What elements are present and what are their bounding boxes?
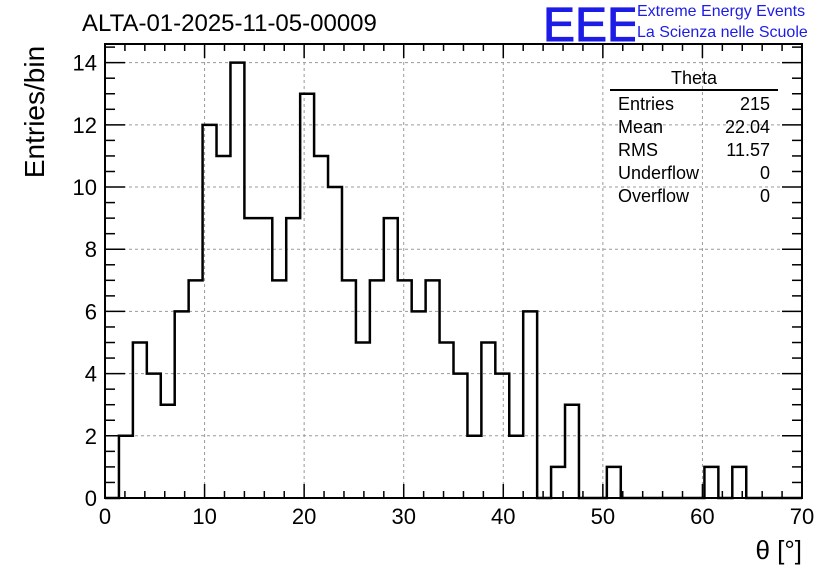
histogram-bin <box>384 218 398 498</box>
histogram-bin <box>189 280 203 498</box>
histogram-bin <box>440 343 454 498</box>
y-tick-label: 2 <box>85 424 97 449</box>
histogram-bin <box>467 436 481 498</box>
histogram-bin <box>272 280 286 498</box>
stats-label: Underflow <box>618 163 700 183</box>
stats-value: 215 <box>739 94 770 114</box>
stats-row-rms: RMS 11.57 <box>610 139 778 162</box>
x-tick-label: 50 <box>591 504 615 529</box>
histogram-bin <box>328 187 342 498</box>
stats-label: Overflow <box>618 186 690 206</box>
y-axis-title: Entries/bin <box>19 45 50 179</box>
histogram-bin <box>258 218 272 498</box>
eee-logo: EEE <box>543 0 635 44</box>
x-tick-label: 20 <box>292 504 316 529</box>
stats-value: 0 <box>759 163 770 183</box>
histogram-bin <box>481 343 495 498</box>
plot-frame <box>104 43 803 499</box>
stats-row-underflow: Underflow 0 <box>610 162 778 185</box>
histogram-bin <box>565 405 579 498</box>
eee-logo-text: EEE <box>543 0 635 44</box>
stats-row-mean: Mean 22.04 <box>610 116 778 139</box>
histogram-bin <box>175 311 189 498</box>
histogram-bin <box>217 156 231 498</box>
histogram-bin <box>509 436 523 498</box>
stats-label: Mean <box>618 117 664 137</box>
histogram-bin <box>370 280 384 498</box>
tick-labels: 0 10 20 30 40 50 60 70 0 2 4 6 8 10 12 14 <box>73 51 815 529</box>
y-tick-label: 10 <box>73 175 97 200</box>
y-tick-label: 6 <box>85 299 97 324</box>
histogram-bin <box>300 94 314 498</box>
histogram-bin <box>607 467 621 498</box>
histogram-bin <box>426 280 440 498</box>
histogram-bin <box>412 311 426 498</box>
histogram-bin <box>704 467 718 498</box>
histogram-bin <box>230 63 244 498</box>
y-tick-label: 12 <box>73 113 97 138</box>
histogram-bin <box>342 280 356 498</box>
histogram-bin <box>133 343 147 498</box>
stats-title: Theta <box>610 68 778 91</box>
run-title: ALTA-01-2025-11-05-00009 <box>82 10 377 37</box>
histogram-bin <box>523 311 537 498</box>
histogram-bin <box>244 218 258 498</box>
histogram-bin <box>356 343 370 498</box>
stats-label: Entries <box>618 94 675 114</box>
histogram-bin <box>732 467 746 498</box>
stats-label: RMS <box>618 140 658 160</box>
x-tick-label: 60 <box>690 504 714 529</box>
x-tick-label: 70 <box>790 504 814 529</box>
logo-caption-line2: La Scienza nelle Scuole <box>637 24 808 41</box>
histogram-bin <box>161 405 175 498</box>
x-axis-title: θ [°] <box>755 535 802 565</box>
x-tick-label: 40 <box>491 504 515 529</box>
histogram-bin <box>286 218 300 498</box>
axis-ticks <box>104 44 803 499</box>
y-tick-label: 8 <box>85 237 97 262</box>
y-tick-label: 4 <box>85 362 97 387</box>
stats-box: Theta Entries 215 Mean 22.04 RMS 11.57 U… <box>610 68 778 208</box>
x-tick-label: 30 <box>391 504 415 529</box>
y-tick-label: 14 <box>73 51 97 76</box>
stats-row-overflow: Overflow 0 <box>610 185 778 208</box>
y-tick-label: 0 <box>85 486 97 511</box>
histogram-bin <box>398 280 412 498</box>
logo-caption-line1: Extreme Energy Events <box>637 3 806 20</box>
stats-row-entries: Entries 215 <box>610 93 778 116</box>
stats-value: 0 <box>759 186 770 206</box>
histogram-bin <box>119 436 133 498</box>
x-tick-label: 10 <box>192 504 216 529</box>
stats-value: 22.04 <box>724 117 770 137</box>
histogram-bin <box>314 156 328 498</box>
stats-value: 11.57 <box>726 140 770 160</box>
x-tick-label: 0 <box>99 504 111 529</box>
